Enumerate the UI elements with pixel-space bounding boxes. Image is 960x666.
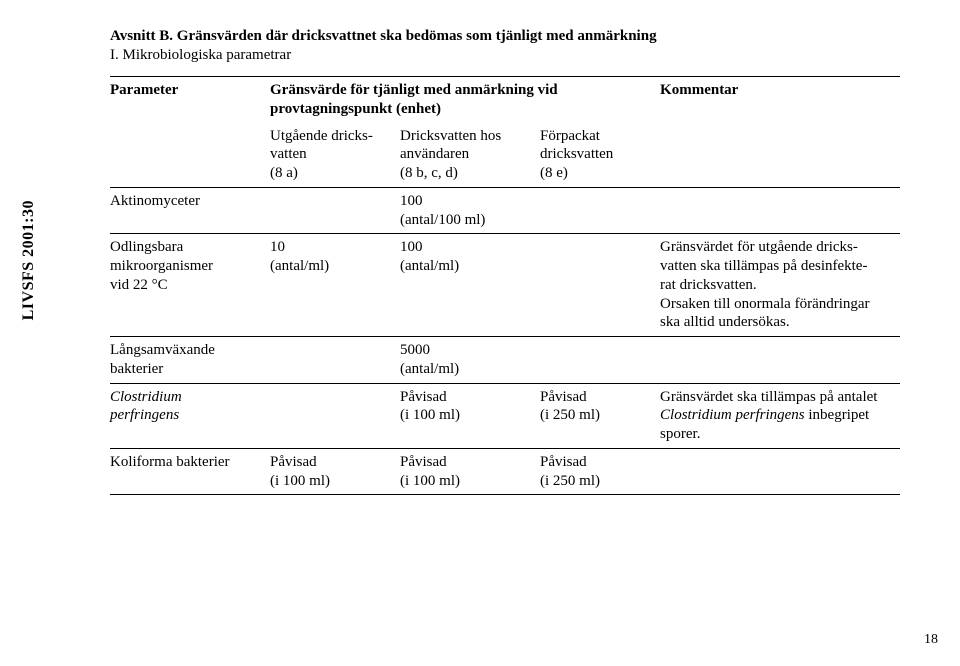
table-row: Aktinomyceter 100 (antal/100 ml)	[110, 187, 900, 234]
cell-clost-pack: Påvisad (i 250 ml)	[540, 383, 660, 448]
cell-empty	[540, 337, 660, 384]
cell-koli-out: Påvisad (i 100 ml)	[270, 448, 400, 495]
sub4-l3: (8 e)	[540, 165, 568, 181]
cell-aktino-val: 100 (antal/100 ml)	[400, 187, 540, 234]
cell-odlings-param: Odlingsbara mikroorganismer vid 22 °C	[110, 234, 270, 337]
sub4-l1: Förpackat	[540, 128, 600, 144]
cell-langs-param: Långsamväxande bakterier	[110, 337, 270, 384]
v-l2: (antal/ml)	[400, 361, 459, 377]
sub3-l2: användaren	[400, 146, 469, 162]
cell-koli-pack: Påvisad (i 250 ml)	[540, 448, 660, 495]
cell-langs-user: 5000 (antal/ml)	[400, 337, 540, 384]
cell-clost-user: Påvisad (i 100 ml)	[400, 383, 540, 448]
p-l1: Clostridium	[110, 389, 182, 405]
header-sub-packaged: Förpackat dricksvatten (8 e)	[540, 123, 660, 188]
c-l2b: inbegripet	[805, 407, 870, 423]
table-row: Koliforma bakterier Påvisad (i 100 ml) P…	[110, 448, 900, 495]
cell-odlings-comment: Gränsvärdet för utgående dricks- vatten …	[660, 234, 900, 337]
v-l1: 100	[400, 193, 423, 209]
v-l2: (i 250 ml)	[540, 473, 600, 489]
cell-clost-comment: Gränsvärdet ska tillämpas på antalet Clo…	[660, 383, 900, 448]
sub2-l3: (8 a)	[270, 165, 298, 181]
header-sub-outgoing: Utgående dricks- vatten (8 a)	[270, 123, 400, 188]
v-l1: 10	[270, 239, 285, 255]
cell-odlings-out: 10 (antal/ml)	[270, 234, 400, 337]
header-comment: Kommentar	[660, 77, 900, 123]
v-l2: (antal/ml)	[270, 258, 329, 274]
cell-empty	[270, 187, 400, 234]
cell-empty	[540, 187, 660, 234]
v-l1: Påvisad	[400, 389, 447, 405]
v-l1: Påvisad	[540, 454, 587, 470]
v-l2: (antal/100 ml)	[400, 212, 485, 228]
v-l1: Påvisad	[540, 389, 587, 405]
cell-empty	[270, 337, 400, 384]
p-l1: Långsamväxande	[110, 342, 215, 358]
header-sub-empty5	[660, 123, 900, 188]
c-l5: ska alltid undersökas.	[660, 314, 790, 330]
cell-empty	[270, 383, 400, 448]
document-page: LIVSFS 2001:30 Avsnitt B. Gränsvärden dä…	[0, 0, 960, 666]
v-l2: (antal/ml)	[400, 258, 459, 274]
p-l2: perfringens	[110, 407, 179, 423]
spine-label: LIVSFS 2001:30	[20, 200, 38, 320]
v-l2: (i 100 ml)	[400, 407, 460, 423]
c-l4: Orsaken till onormala förändringar	[660, 296, 870, 312]
c-l1: Gränsvärdet för utgående dricks-	[660, 239, 858, 255]
cell-koli-user: Påvisad (i 100 ml)	[400, 448, 540, 495]
header-sub-user: Dricksvatten hos användaren (8 b, c, d)	[400, 123, 540, 188]
p-l2: mikroorganismer	[110, 258, 213, 274]
table-row: Clostridium perfringens Påvisad (i 100 m…	[110, 383, 900, 448]
header-parameter: Parameter	[110, 77, 270, 123]
v-l1: 100	[400, 239, 423, 255]
c-l3: rat dricksvatten.	[660, 277, 757, 293]
v-l1: Påvisad	[270, 454, 317, 470]
p-l1: Odlingsbara	[110, 239, 183, 255]
header-limit-span: Gränsvärde för tjänligt med anmärkning v…	[270, 77, 660, 123]
v-l1: 5000	[400, 342, 430, 358]
cell-empty	[660, 448, 900, 495]
sub4-l2: dricksvatten	[540, 146, 613, 162]
cell-clost-param: Clostridium perfringens	[110, 383, 270, 448]
sub2-l2: vatten	[270, 146, 307, 162]
sub2-l1: Utgående dricks-	[270, 128, 373, 144]
v-l2: (i 100 ml)	[270, 473, 330, 489]
c-l2: vatten ska tillämpas på desinfekte-	[660, 258, 867, 274]
v-l2: (i 250 ml)	[540, 407, 600, 423]
v-l2: (i 100 ml)	[400, 473, 460, 489]
p-l2: bakterier	[110, 361, 163, 377]
c-l1: Gränsvärdet ska tillämpas på antalet	[660, 389, 877, 405]
section-title: Avsnitt B. Gränsvärden där dricksvattnet…	[110, 28, 900, 45]
sub3-l1: Dricksvatten hos	[400, 128, 501, 144]
header-sub-empty1	[110, 123, 270, 188]
cell-koli-param: Koliforma bakterier	[110, 448, 270, 495]
header-limit-line2: provtagningspunkt (enhet)	[270, 101, 441, 117]
page-number: 18	[924, 632, 938, 648]
table-row: Odlingsbara mikroorganismer vid 22 °C 10…	[110, 234, 900, 337]
v-l1: Påvisad	[400, 454, 447, 470]
sub3-l3: (8 b, c, d)	[400, 165, 458, 181]
cell-aktino-param: Aktinomyceter	[110, 187, 270, 234]
c-l2a: Clostridium perfringens	[660, 407, 805, 423]
header-limit-line1: Gränsvärde för tjänligt med anmärkning v…	[270, 82, 558, 98]
c-l3: sporer.	[660, 426, 700, 442]
subsection-title: I. Mikrobiologiska parametrar	[110, 47, 900, 64]
cell-empty	[660, 187, 900, 234]
cell-empty	[540, 234, 660, 337]
parameters-table: Parameter Gränsvärde för tjänligt med an…	[110, 76, 900, 495]
p-l3: vid 22 °C	[110, 277, 168, 293]
table-row: Långsamväxande bakterier 5000 (antal/ml)	[110, 337, 900, 384]
cell-empty	[660, 337, 900, 384]
cell-odlings-user: 100 (antal/ml)	[400, 234, 540, 337]
